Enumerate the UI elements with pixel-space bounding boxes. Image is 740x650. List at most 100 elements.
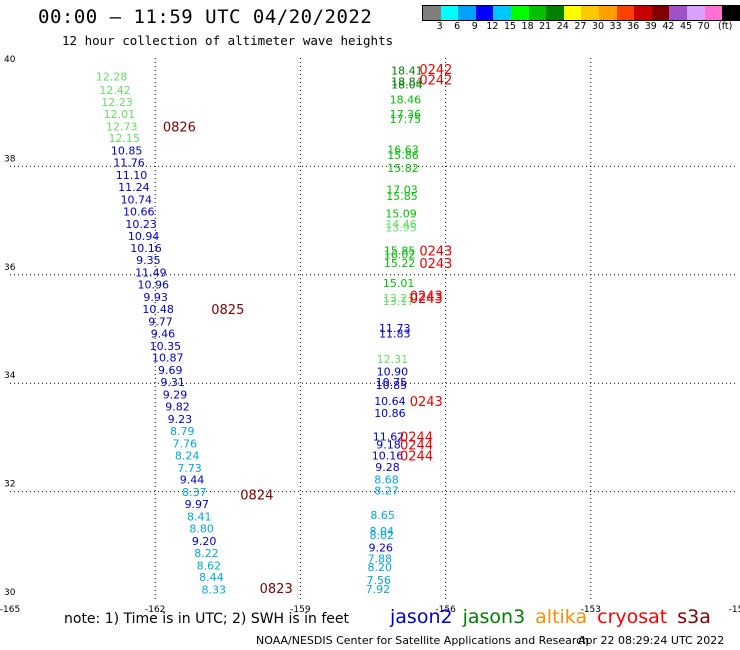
legend-swatch-12 — [634, 6, 652, 20]
legend-label-9: 30 — [591, 21, 605, 32]
swh-value: 8.24 — [175, 449, 200, 462]
swh-value: 9.46 — [151, 327, 176, 340]
swh-value: 9.18 — [376, 438, 401, 451]
legend-swatch-4 — [493, 6, 511, 20]
swh-value: 8.62 — [197, 559, 222, 572]
swh-value: 13.21 — [383, 292, 415, 305]
time-label: 0242 — [419, 63, 452, 78]
time-label: 0826 — [163, 120, 196, 135]
satellite-jason2: jason2 — [390, 606, 453, 628]
swh-value: 8.68 — [374, 474, 399, 487]
legend-label-3: 12 — [486, 21, 499, 32]
legend-label-16: (ft) — [718, 21, 733, 32]
swh-value: 7.56 — [367, 574, 392, 587]
swh-value: 8.20 — [368, 561, 393, 574]
swh-value: 10.48 — [142, 303, 174, 316]
x-tick-label: -162 — [145, 605, 165, 615]
swh-value: 8.04 — [369, 525, 394, 538]
swh-value: 12.28 — [96, 70, 128, 83]
swh-value: 16.02 — [384, 249, 416, 262]
time-label: 0244 — [400, 449, 433, 464]
swh-value: 9.35 — [136, 254, 161, 267]
footer-timestamp: Apr 22 08:29:24 UTC 2022 — [578, 634, 725, 647]
swh-value: 7.73 — [177, 462, 202, 475]
time-label: 0825 — [211, 303, 244, 318]
swh-value: 10.87 — [152, 352, 184, 365]
swh-value: 9.82 — [165, 401, 190, 414]
legend-label-1: 6 — [454, 21, 461, 32]
time-label: 0244 — [400, 438, 433, 453]
footer-note: note: 1) Time is in UTC; 2) SWH is in fe… — [64, 611, 350, 627]
legend-label-14: 45 — [679, 21, 693, 32]
legend-label-2: 9 — [471, 21, 478, 32]
legend-swatch-16 — [704, 6, 723, 20]
swh-value: 9.29 — [163, 389, 188, 402]
satellite-cryosat: cryosat — [597, 606, 668, 628]
time-label: 0243 — [419, 257, 452, 272]
legend-swatch-17 — [722, 6, 740, 20]
swh-value: 10.66 — [123, 205, 155, 218]
swh-value: 17.75 — [390, 113, 422, 126]
swh-value: 9.31 — [160, 376, 185, 389]
swh-value: 10.86 — [374, 407, 406, 420]
swh-value: 15.86 — [387, 149, 419, 162]
legend-swatch-6 — [528, 6, 547, 20]
swh-value: 11.73 — [379, 322, 411, 335]
y-tick-label: 30 — [4, 588, 16, 598]
legend-label-13: 42 — [662, 21, 675, 32]
swh-value: 18.04 — [391, 79, 423, 92]
swh-value: 10.85 — [111, 145, 143, 158]
y-tick-label: 36 — [4, 263, 16, 273]
satellite-jason3: jason3 — [462, 606, 526, 628]
swh-value: 11.24 — [118, 181, 150, 194]
swh-value: 8.02 — [369, 529, 394, 542]
time-label: 0243 — [419, 244, 452, 259]
legend-label-4: 15 — [503, 21, 517, 32]
swh-value: 17.03 — [386, 184, 418, 197]
swh-value: 12.23 — [101, 96, 133, 109]
time-label: 0244 — [400, 430, 433, 445]
swh-value: 9.20 — [192, 535, 217, 548]
swh-value: 7.92 — [366, 583, 391, 596]
swh-value: 10.90 — [377, 365, 409, 378]
swh-value: 9.26 — [368, 541, 393, 554]
legend-swatch-1 — [440, 6, 459, 20]
page-subtitle: 12 hour collection of altimeter wave hei… — [62, 33, 394, 48]
time-label: 0824 — [240, 488, 273, 503]
swh-value: 12.31 — [377, 353, 409, 366]
legend-label-7: 24 — [556, 21, 569, 32]
swh-value: 17.36 — [390, 108, 422, 121]
x-tick-label: -156 — [435, 605, 456, 615]
swh-value: 15.85 — [384, 244, 416, 257]
legend-swatch-5 — [510, 6, 529, 20]
swh-value: 11.62 — [373, 430, 405, 443]
satellite-legend: jason2 jason3 altika cryosat s3a — [390, 606, 721, 628]
swh-value: 8.79 — [170, 425, 195, 438]
swh-value: 11.83 — [379, 327, 411, 340]
swh-value: 10.96 — [138, 279, 170, 292]
y-tick-label: 34 — [4, 371, 16, 381]
legend-swatch-3 — [475, 6, 494, 20]
swh-value: 18.46 — [390, 94, 422, 107]
legend-label-15: 70 — [697, 21, 710, 32]
legend-swatch-10 — [598, 6, 617, 20]
x-tick-label: -15 — [729, 605, 740, 615]
page-title: 00:00 – 11:59 UTC 04/20/2022 — [38, 6, 373, 28]
x-tick-label: -153 — [581, 605, 601, 615]
satellite-s3a: s3a — [677, 606, 711, 628]
swh-value: 11.76 — [113, 157, 145, 170]
swh-value: 10.16 — [130, 242, 162, 255]
swh-value: 8.44 — [199, 571, 224, 584]
swh-value: 9.44 — [180, 474, 205, 487]
swh-value: 8.65 — [370, 509, 395, 522]
swh-value: 10.74 — [121, 193, 153, 206]
swh-value: 12.01 — [104, 108, 136, 121]
swh-value: 11.49 — [135, 267, 167, 280]
swh-value: 15.09 — [385, 208, 417, 221]
swh-value: 9.77 — [148, 315, 173, 328]
swh-value: 7.88 — [368, 552, 393, 565]
swh-value: 14.46 — [385, 218, 417, 231]
legend-swatch-15 — [686, 6, 705, 20]
y-tick-label: 38 — [4, 154, 16, 164]
